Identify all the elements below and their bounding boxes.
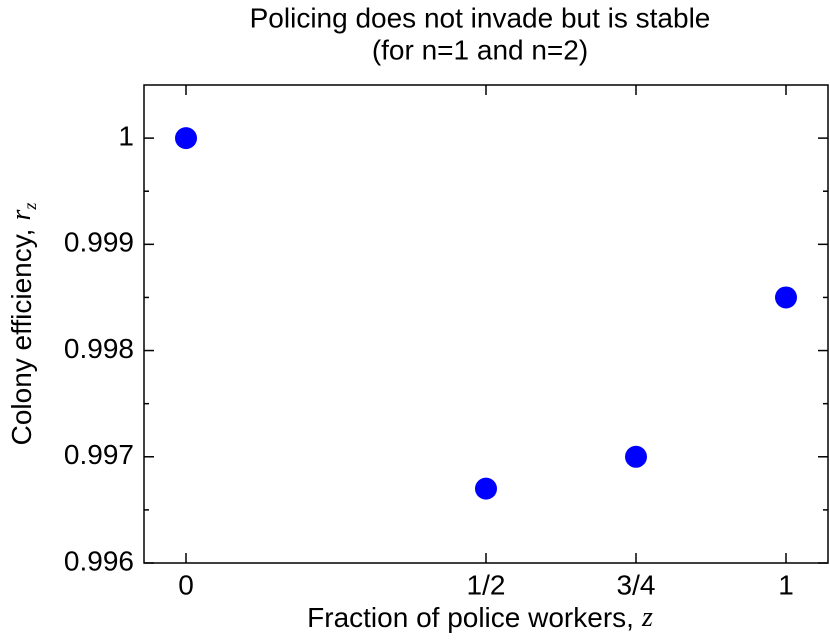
y-label-sub: z bbox=[20, 203, 40, 211]
y-axis-label: Colony efficiency, rz bbox=[6, 203, 40, 446]
x-tick-label: 1 bbox=[778, 569, 794, 600]
x-tick-label: 0 bbox=[178, 569, 194, 600]
y-tick-label: 0.999 bbox=[64, 227, 134, 258]
point bbox=[775, 286, 797, 309]
point bbox=[475, 477, 497, 500]
y-tick-label: 0.996 bbox=[64, 545, 134, 576]
chart-title: Policing does not invade but is stable bbox=[250, 2, 711, 33]
point bbox=[625, 445, 647, 468]
x-tick-label: 3/4 bbox=[617, 569, 656, 600]
x-tick-label: 1/2 bbox=[467, 569, 506, 600]
y-label-var: r bbox=[6, 210, 37, 221]
x-label-text: Fraction of police workers, bbox=[307, 602, 634, 633]
y-label-text: Colony efficiency, bbox=[6, 229, 37, 446]
x-axis-label: Fraction of police workers, z bbox=[307, 602, 653, 633]
y-tick-label: 1 bbox=[118, 121, 134, 152]
y-tick-label: 0.998 bbox=[64, 333, 134, 364]
point bbox=[175, 127, 197, 150]
chart-subtitle: (for n=1 and n=2) bbox=[372, 34, 588, 65]
x-label-var: z bbox=[641, 602, 653, 633]
y-tick-label: 0.997 bbox=[64, 439, 134, 470]
